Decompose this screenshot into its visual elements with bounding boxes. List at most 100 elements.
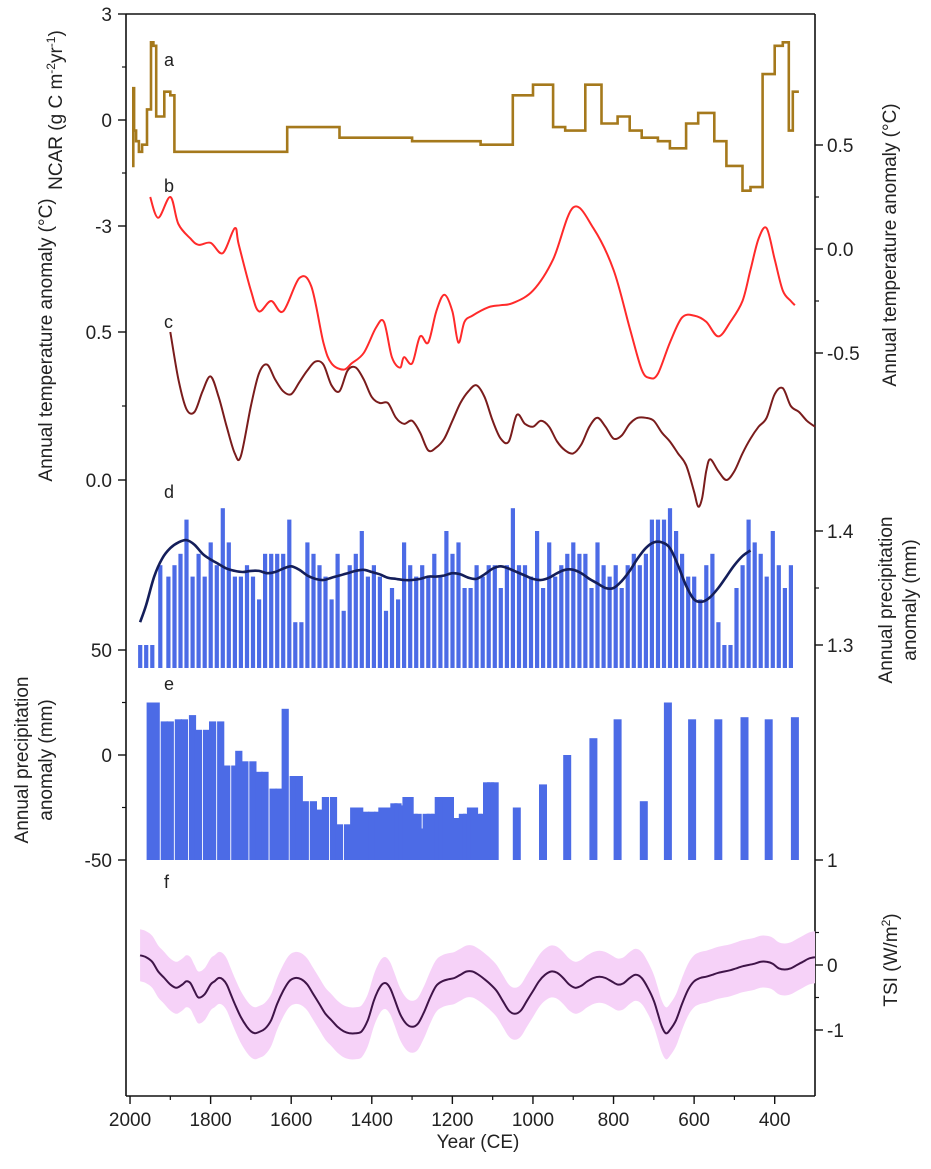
precip-bar-e [255, 771, 263, 860]
precip-bar-d [426, 576, 431, 668]
precip-bar-d [450, 553, 455, 668]
precip-bar-e [281, 708, 289, 860]
precip-bar-d [498, 588, 503, 668]
precip-bar-d [341, 610, 346, 668]
yb-tick-label: 0.0 [827, 240, 853, 261]
precip-bar-e [740, 717, 749, 860]
precip-bar-d [492, 565, 497, 668]
precip-bar-e [382, 807, 390, 860]
precip-bar-d [728, 645, 733, 668]
precip-bar-e [422, 813, 430, 860]
precip-bar-e [378, 807, 386, 860]
precip-bar-e [470, 807, 479, 860]
precip-bar-d [208, 542, 213, 668]
precip-bar-e [217, 721, 225, 860]
yf-tick-label: -1 [827, 1021, 844, 1042]
x-tick-label: 2000 [109, 1110, 151, 1131]
ya-tick-label: 0 [101, 111, 112, 132]
precip-bar-e [374, 811, 382, 860]
precip-bar-e [438, 797, 446, 860]
yd-tick-label: 1.3 [827, 636, 853, 657]
panel-label-f: f [164, 872, 170, 892]
precip-bar-e [249, 761, 257, 860]
precip-bar-e [442, 797, 450, 860]
precip-bar-e [490, 782, 499, 860]
precip-bar-d [601, 565, 606, 668]
precip-bar-d [577, 553, 582, 668]
precip-bar-d [275, 553, 280, 668]
precip-bar-d [178, 553, 183, 668]
precip-bar-d [516, 565, 522, 668]
precip-bar-e [446, 797, 454, 860]
ylabel-f-tsi: TSI (W/m2) [879, 913, 902, 1006]
precip-bar-e [663, 702, 672, 860]
precip-bar-e [589, 738, 598, 860]
precip-bar-d [607, 576, 612, 668]
precip-bar-e [203, 729, 211, 860]
precip-bar-d [238, 576, 243, 668]
yd-tick-label: 1.4 [827, 522, 854, 543]
precip-bar-e [166, 721, 174, 860]
precip-bar-d [244, 565, 250, 668]
tsi-uncertainty-band [140, 929, 816, 1060]
precip-bar-d [359, 531, 364, 668]
precip-bar-d [637, 565, 642, 668]
x-tick-label: 400 [759, 1110, 791, 1131]
precip-bar-d [172, 565, 177, 668]
precip-bar-e [188, 715, 197, 860]
precip-bar-d [764, 576, 769, 668]
precip-bar-d [716, 622, 721, 668]
precip-bar-e [512, 807, 521, 860]
precip-bar-e [275, 788, 283, 860]
panel-label-c: c [164, 312, 173, 332]
precip-bar-e [209, 721, 217, 860]
x-tick-label: 1200 [431, 1110, 473, 1131]
precip-bar-d [752, 542, 757, 668]
yc-tick-label: 0.0 [86, 471, 112, 492]
precip-bar-d [661, 519, 667, 668]
precip-bar-d [734, 588, 739, 668]
precip-bar-d [184, 519, 189, 668]
precip-bar-d [522, 565, 528, 668]
precip-bar-d [571, 542, 576, 668]
precip-bar-d [377, 576, 382, 668]
precip-bar-e [174, 719, 182, 860]
precip-bar-d [389, 588, 395, 668]
yb-tick-label: 0.5 [827, 136, 853, 157]
precip-bar-e [434, 797, 442, 860]
precip-bar-d [625, 565, 630, 668]
precip-bar-d [226, 542, 231, 668]
precip-bar-d [510, 508, 515, 668]
precip-bar-d [782, 588, 787, 668]
panel-label-e: e [164, 674, 174, 694]
precip-bar-e [344, 824, 352, 860]
ylabel-c-temperature: Annual temperature anomaly (°C) [36, 198, 57, 481]
precip-bar-d [474, 565, 479, 668]
precip-bar-e [309, 801, 317, 860]
precip-bar-d [408, 565, 413, 668]
precip-bar-e [398, 805, 406, 860]
ylabel-d-precip-1: Annual precipitation [876, 517, 897, 684]
precip-bar-d [383, 610, 389, 668]
precip-bar-d [250, 576, 256, 668]
precip-bar-e [386, 807, 394, 860]
precip-bar-d [158, 565, 163, 668]
precip-bar-e [194, 729, 203, 860]
precip-bar-e [356, 807, 364, 860]
precip-bar-d [583, 553, 588, 668]
precip-bar-d [323, 576, 328, 668]
precip-bar-d [438, 576, 443, 668]
precip-bar-d [196, 553, 201, 668]
precip-bar-e [152, 702, 160, 860]
precip-bar-d [281, 553, 286, 668]
precip-bar-e [483, 782, 491, 860]
precip-bar-e [430, 813, 438, 860]
precip-bar-d [371, 565, 376, 668]
precip-smooth-d [138, 538, 752, 623]
precip-bar-d [631, 553, 636, 668]
precip-bar-d [535, 531, 540, 668]
precip-bar-d [528, 576, 534, 668]
precip-bar-d [311, 553, 316, 668]
precip-bar-e [390, 803, 398, 860]
